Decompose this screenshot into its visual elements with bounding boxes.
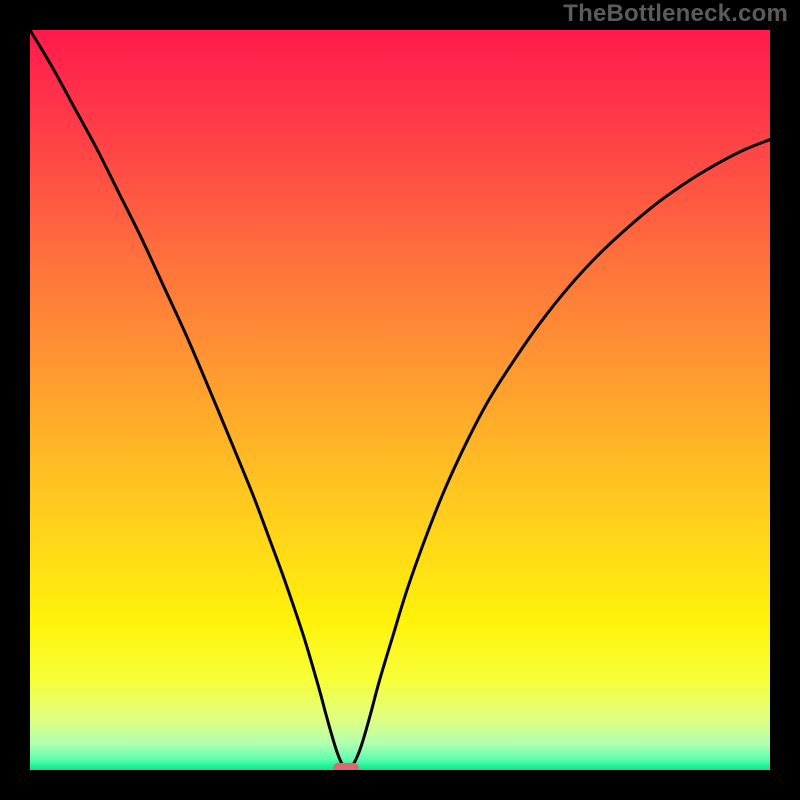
bottleneck-chart-svg (30, 30, 770, 770)
plot-area (30, 30, 770, 770)
gradient-background (30, 30, 770, 770)
chart-container: TheBottleneck.com (0, 0, 800, 800)
watermark-text: TheBottleneck.com (563, 0, 788, 28)
optimal-point-marker (333, 763, 359, 770)
